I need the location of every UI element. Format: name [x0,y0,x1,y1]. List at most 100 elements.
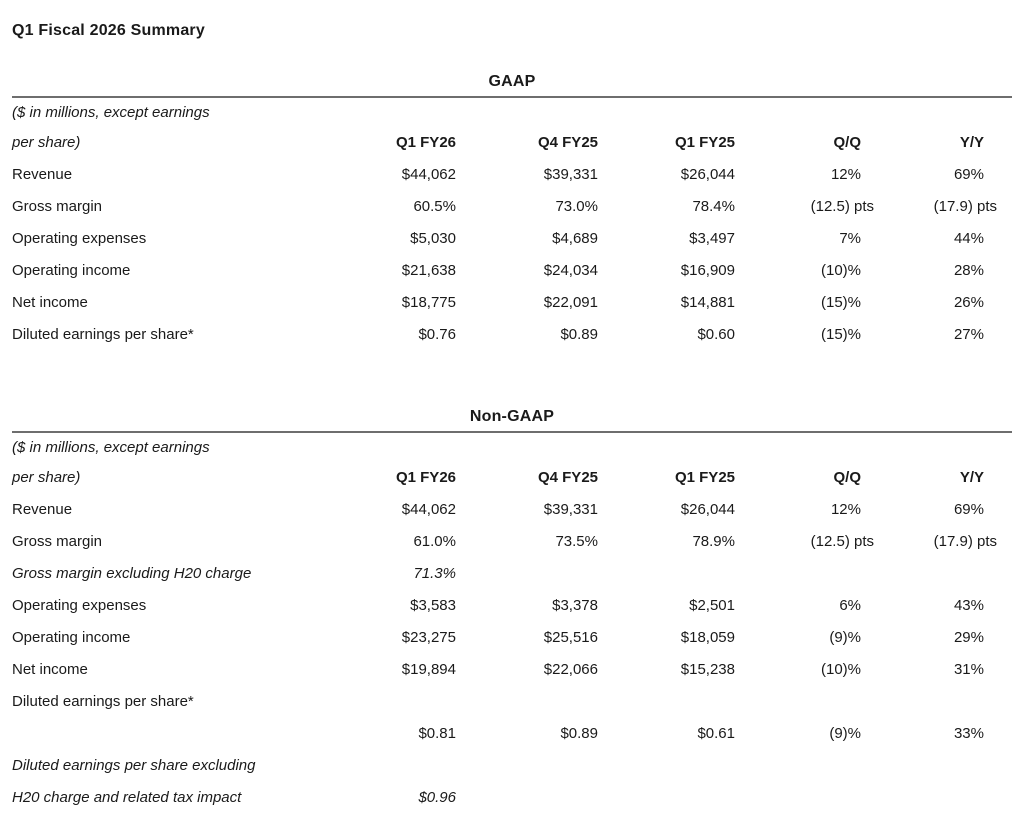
cell-value: $21,638 [401,261,456,279]
cell-value: $19,894 [401,660,456,678]
cell-value: 31% [953,660,984,678]
section-divider [12,431,1012,433]
section-divider [12,96,1012,98]
cell-value: $26,044 [680,165,735,183]
cell-value: $39,331 [543,500,598,518]
cell-value: (12.5) pts [810,197,874,215]
cell-value: 27% [953,325,984,343]
cell-value: (17.9) pts [933,197,997,215]
non-gaap-table: ($ in millions, except earnings per shar… [12,433,1012,813]
table-row: Diluted earnings per share* [12,685,1012,717]
cell-value: (9)% [829,724,861,742]
cell-value: 78.4% [692,197,735,215]
cell-value: $3,378 [552,596,598,614]
cell-value: $18,775 [401,293,456,311]
cell-value: 28% [953,261,984,279]
spacer [984,621,1012,653]
cell-value: $0.89 [560,325,598,343]
table-row: Operating expenses $3,583 $3,378 $2,501 … [12,589,1012,621]
table-row: $0.81 $0.89 $0.61 (9)% 33% [12,717,1012,749]
table-row: Gross margin 61.0% 73.5% 78.9% (12.5) pt… [12,525,1012,557]
cell-value: (10)% [820,660,861,678]
spacer [984,493,1012,525]
column-header: Q4 FY25 [537,134,598,151]
cell-value: (17.9) pts [933,532,997,550]
table-row: Net income $18,775 $22,091 $14,881 (15)%… [12,286,1012,318]
spacer [984,222,1012,254]
column-header: Q/Q [833,134,861,151]
cell-value: 61.0% [413,532,456,550]
row-label: Revenue [12,165,73,183]
column-header: Y/Y [959,134,984,151]
document-page: Q1 Fiscal 2026 Summary GAAP ($ in millio… [12,0,1012,813]
header-row: ($ in millions, except earnings per shar… [12,98,1012,158]
spacer [984,749,1012,781]
cell-value: $22,066 [543,660,598,678]
gaap-table: ($ in millions, except earnings per shar… [12,98,1012,350]
table-row: H20 charge and related tax impact $0.96 [12,781,1012,813]
cell-value: 44% [953,229,984,247]
unit-note-line1: ($ in millions, except earnings [12,104,210,121]
row-label [12,717,342,749]
cell-value: 60.5% [413,197,456,215]
cell-value: (12.5) pts [810,532,874,550]
column-header: Q1 FY26 [395,469,456,486]
row-label: Operating expenses [12,229,147,247]
spacer [984,254,1012,286]
section-title: GAAP [488,73,536,90]
page-title: Q1 Fiscal 2026 Summary [12,22,205,39]
cell-value: $39,331 [543,165,598,183]
spacer [984,717,1012,749]
non-gaap-section: Non-GAAP ($ in millions, except earnings… [12,408,1012,813]
column-header: Q1 FY25 [674,469,735,486]
table-row: Diluted earnings per share excluding [12,749,1012,781]
header-row: ($ in millions, except earnings per shar… [12,433,1012,493]
column-header: Q/Q [833,469,861,486]
cell-value: 29% [953,628,984,646]
cell-value: $44,062 [401,165,456,183]
table-row: Diluted earnings per share* $0.76 $0.89 … [12,318,1012,350]
column-header: Q1 FY25 [674,134,735,151]
spacer [984,589,1012,621]
cell-value: $24,034 [543,261,598,279]
cell-value: 6% [839,596,861,614]
table-row: Gross margin 60.5% 73.0% 78.4% (12.5) pt… [12,190,1012,222]
spacer [984,286,1012,318]
spacer [984,158,1012,190]
row-label: Operating expenses [12,596,147,614]
cell-value: $26,044 [680,500,735,518]
row-label: Operating income [12,261,131,279]
row-label: Net income [12,660,88,678]
table-row: Operating expenses $5,030 $4,689 $3,497 … [12,222,1012,254]
section-title: Non-GAAP [469,408,555,425]
cell-value: (9)% [829,628,861,646]
cell-value: 71.3% [413,564,456,582]
spacer [984,685,1012,717]
row-label: Gross margin [12,197,103,215]
cell-value: $4,689 [552,229,598,247]
gaap-section: GAAP ($ in millions, except earnings per… [12,73,1012,350]
cell-value: $0.60 [697,325,735,343]
cell-value: 26% [953,293,984,311]
cell-value: $0.61 [697,724,735,742]
cell-value: $2,501 [689,596,735,614]
cell-value: $22,091 [543,293,598,311]
row-label: Revenue [12,500,73,518]
cell-value: 78.9% [692,532,735,550]
cell-value: $3,497 [689,229,735,247]
cell-value: $44,062 [401,500,456,518]
row-label: Gross margin excluding H20 charge [12,564,252,582]
spacer [984,557,1012,589]
unit-note-line1: ($ in millions, except earnings [12,439,210,456]
cell-value: $0.96 [418,788,456,806]
row-label: Diluted earnings per share* [12,692,194,710]
cell-value: $23,275 [401,628,456,646]
unit-note: ($ in millions, except earnings per shar… [12,433,342,493]
row-label: Diluted earnings per share* [12,325,194,343]
spacer [984,318,1012,350]
cell-value: 12% [830,500,861,518]
cell-value: (15)% [820,325,861,343]
cell-value: 69% [953,165,984,183]
cell-value: $0.81 [418,724,456,742]
spacer [984,98,1012,158]
